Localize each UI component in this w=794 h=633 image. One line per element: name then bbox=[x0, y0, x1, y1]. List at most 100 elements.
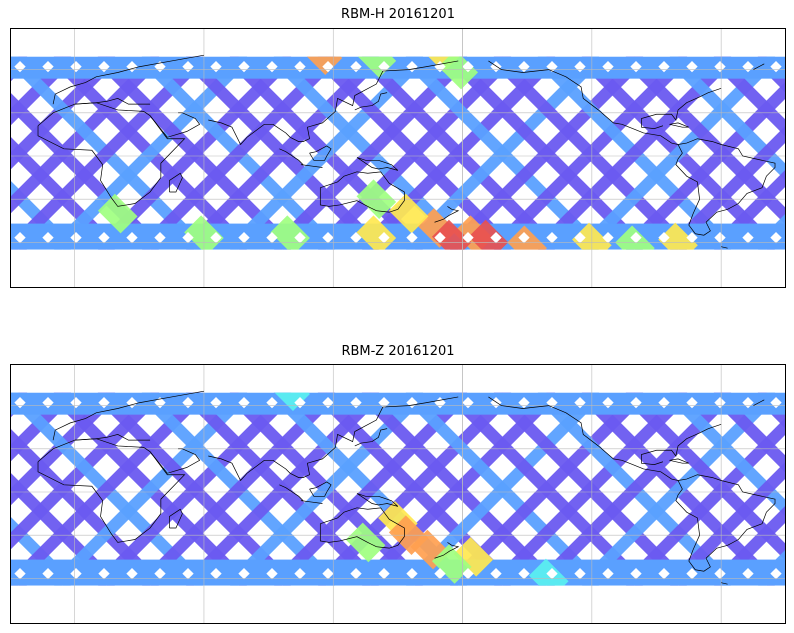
orbit-swaths bbox=[10, 56, 786, 250]
swath-gap bbox=[406, 567, 418, 580]
swath-gap bbox=[742, 231, 754, 244]
graticule bbox=[10, 364, 786, 624]
coastline-ng bbox=[356, 157, 399, 171]
map-panel-bottom bbox=[10, 364, 786, 624]
coastline-aus bbox=[319, 507, 405, 549]
swath-gap bbox=[434, 231, 446, 244]
swath-gap bbox=[154, 567, 166, 580]
coastline-aus bbox=[319, 171, 405, 213]
swath-gap bbox=[462, 567, 474, 580]
swath-gap bbox=[294, 231, 306, 244]
swath-gap bbox=[630, 567, 642, 580]
swath-gap bbox=[518, 231, 530, 244]
swath-gap bbox=[770, 231, 782, 244]
orbit-swath-desc bbox=[621, 81, 786, 250]
coastline-eurasiaN bbox=[52, 390, 205, 441]
swath-gap bbox=[714, 231, 726, 244]
swath-gap bbox=[770, 567, 782, 580]
coastline-asiaSE bbox=[272, 396, 459, 478]
coastline-java bbox=[300, 164, 323, 168]
orbit-swath-asc bbox=[709, 392, 786, 474]
swath-gap bbox=[574, 231, 586, 244]
swath-gap bbox=[70, 567, 82, 580]
swath-gap bbox=[462, 231, 474, 244]
coastline-india bbox=[208, 119, 273, 146]
intensity-hotspot bbox=[453, 537, 494, 577]
north-polar-band bbox=[10, 56, 786, 79]
coastline-sumatra bbox=[279, 484, 304, 501]
coastline-sumatra bbox=[279, 148, 304, 165]
swath-gap bbox=[42, 567, 54, 580]
intensity-hotspot bbox=[302, 56, 343, 75]
intensity-hotspot bbox=[97, 193, 138, 234]
intensity-hotspot bbox=[431, 219, 472, 250]
swath-gap bbox=[350, 567, 362, 580]
swath-gap bbox=[14, 567, 26, 580]
map-frame bbox=[10, 28, 786, 288]
coastline-nz bbox=[434, 542, 460, 559]
coastline-mediter bbox=[74, 98, 151, 105]
intensity-hotspot bbox=[388, 193, 429, 234]
orbit-swaths bbox=[10, 392, 786, 586]
coastline-namer bbox=[488, 396, 679, 481]
coastline-africa bbox=[37, 438, 186, 543]
coastline-namerE bbox=[641, 423, 722, 465]
intensity-hotspot bbox=[270, 215, 310, 250]
swath-gap bbox=[98, 567, 110, 580]
coastline-cuba bbox=[669, 458, 689, 464]
intensity-hotspot bbox=[468, 219, 509, 250]
coastline-asiaSE bbox=[272, 60, 459, 142]
swath-gap bbox=[602, 567, 614, 580]
swath-gap bbox=[378, 231, 390, 244]
coastline-namerE bbox=[641, 87, 722, 129]
coastline-arabia bbox=[149, 448, 201, 474]
coastline-greenland bbox=[753, 63, 765, 70]
orbit-swath-desc bbox=[709, 505, 786, 586]
swath-gap bbox=[266, 231, 278, 244]
coastline-antarcticPeninsula bbox=[721, 582, 728, 585]
swath-gap bbox=[322, 567, 334, 580]
swath-gap bbox=[490, 231, 502, 244]
swath-gap bbox=[294, 567, 306, 580]
coastline-samer bbox=[675, 474, 776, 572]
orbit-swath-desc bbox=[665, 461, 786, 586]
swath-gap bbox=[434, 567, 446, 580]
swath-gap bbox=[406, 231, 418, 244]
coastline-java bbox=[300, 500, 323, 504]
swath-gap bbox=[238, 231, 250, 244]
swath-gap bbox=[658, 567, 670, 580]
swath-gap bbox=[238, 567, 250, 580]
swath-gap bbox=[266, 567, 278, 580]
coastline-eurasiaN bbox=[52, 54, 205, 105]
coastline-namer bbox=[488, 60, 679, 145]
swath-gap bbox=[742, 567, 754, 580]
coastline-madag bbox=[169, 172, 183, 193]
orbit-swath-asc bbox=[709, 56, 786, 138]
panel-title-top: RBM-H 20161201 bbox=[341, 7, 455, 22]
coastline-africa bbox=[37, 102, 186, 207]
coastline-ng bbox=[356, 493, 399, 507]
coastline-japan bbox=[354, 92, 388, 111]
map-frame bbox=[10, 364, 786, 624]
swath-gap bbox=[182, 567, 194, 580]
swath-gap bbox=[518, 567, 530, 580]
swath-gap bbox=[546, 567, 558, 580]
intensity-hotspot bbox=[345, 522, 386, 563]
swath-gap bbox=[714, 567, 726, 580]
coastline-japan bbox=[354, 428, 388, 447]
coastline-mediter bbox=[74, 434, 151, 441]
swath-gap bbox=[602, 231, 614, 244]
swath-gap bbox=[490, 567, 502, 580]
south-polar-band bbox=[10, 559, 786, 586]
swath-gap bbox=[686, 567, 698, 580]
north-polar-band bbox=[10, 392, 786, 415]
swath-gap bbox=[42, 231, 54, 244]
panel-title-bottom: RBM-Z 20161201 bbox=[341, 344, 455, 359]
swath-gap bbox=[658, 231, 670, 244]
coastline-nz bbox=[434, 206, 460, 223]
coastline-borneo bbox=[309, 481, 332, 497]
swath-gap bbox=[322, 231, 334, 244]
swath-gap bbox=[574, 567, 586, 580]
swath-gap bbox=[686, 231, 698, 244]
coastline-map-icon bbox=[37, 54, 776, 249]
